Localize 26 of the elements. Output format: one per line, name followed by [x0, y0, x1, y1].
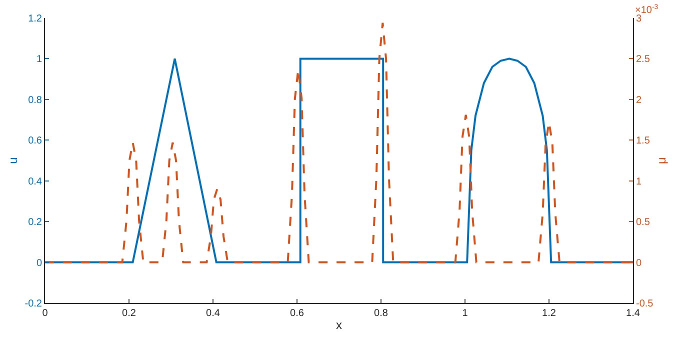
x-tick-label: 1	[462, 308, 468, 319]
y-tick-label: 0.6	[28, 136, 42, 147]
y-tick-label: 0.4	[28, 176, 42, 188]
y2-tick-label: -0.5	[636, 298, 654, 310]
y2-tick-label: 2	[636, 94, 642, 106]
x-tick-label: 1.4	[626, 308, 640, 319]
y2-tick-label: 1	[636, 176, 642, 188]
y2-tick-label: 0	[636, 258, 642, 269]
x-tick-label: 1.2	[542, 308, 556, 319]
x-axis-title: x	[336, 318, 342, 332]
x-tick-label: 0.8	[374, 308, 388, 319]
y2-tick-label: 1.5	[636, 136, 650, 147]
x-tick-label: 0.4	[206, 308, 220, 319]
y-tick-label: 1	[36, 54, 42, 66]
x-tick-label: 0.2	[122, 308, 136, 319]
y-tick-label: 0.2	[28, 217, 42, 228]
y-tick-label: 0	[36, 258, 42, 269]
y-tick-label: 0.8	[28, 94, 42, 106]
y2-tick-label: 2.5	[636, 54, 650, 66]
y2-axis-title: μ	[654, 156, 669, 164]
x-tick-label: 0.6	[290, 308, 304, 319]
y2-tick-label: 0.5	[636, 217, 650, 228]
y-axis-title: u	[6, 157, 20, 164]
y2-tick-label: 3	[636, 14, 642, 24]
y-tick-label: 1.2	[28, 14, 42, 24]
y-tick-label: -0.2	[24, 298, 42, 310]
